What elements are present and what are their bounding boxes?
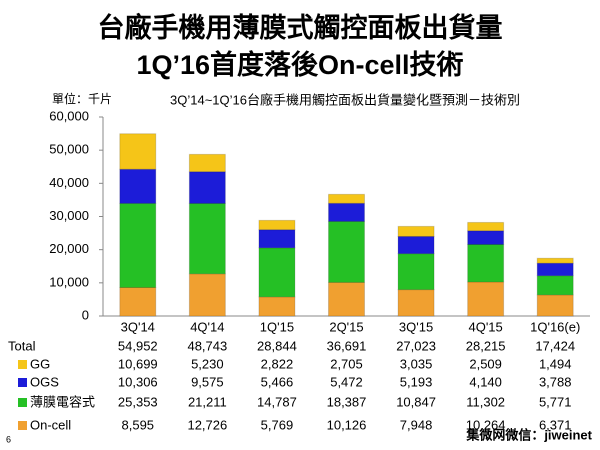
bar-segment — [397, 225, 435, 237]
total-value: 28,844 — [257, 338, 297, 353]
bar-segment — [119, 286, 157, 317]
total-value: 36,691 — [327, 338, 367, 353]
total-value: 27,023 — [396, 338, 436, 353]
table-value: 8,595 — [122, 417, 155, 432]
table-value: 4,140 — [469, 374, 502, 389]
bar-segment — [258, 229, 296, 249]
bar-segment — [397, 253, 435, 291]
table-value: 5,771 — [539, 394, 572, 409]
table-value: 10,847 — [396, 394, 436, 409]
bar-segment — [188, 171, 226, 204]
total-label: Total — [8, 338, 36, 353]
legend-swatch — [18, 360, 27, 369]
table-value: 10,699 — [118, 356, 158, 371]
bar-segment — [258, 219, 296, 231]
bar-segment — [536, 262, 574, 277]
bar-segment — [328, 202, 365, 222]
bar-segment — [536, 294, 574, 317]
table-value: 14,787 — [257, 394, 297, 409]
x-tick-label: 1Q'15 — [260, 319, 294, 334]
bar-segment — [119, 168, 157, 204]
table-value: 18,387 — [327, 394, 367, 409]
legend-label: GG — [30, 356, 50, 371]
bar-segment — [258, 247, 296, 298]
total-value: 28,215 — [466, 338, 506, 353]
table-value: 12,726 — [187, 417, 227, 432]
total-value: 48,743 — [187, 338, 227, 353]
bar-segment — [397, 289, 435, 317]
bar-segment — [258, 296, 296, 317]
legend-swatch — [18, 378, 27, 387]
bar-segment — [467, 230, 505, 245]
table-value: 7,948 — [400, 417, 433, 432]
y-tick-label: 20,000 — [49, 241, 89, 256]
bar-segment — [328, 193, 365, 204]
table-value: 5,193 — [400, 374, 433, 389]
bar-segment — [467, 221, 505, 232]
bar-segment — [397, 235, 435, 255]
y-tick-label: 40,000 — [49, 175, 89, 190]
x-tick-label: 3Q'14 — [121, 319, 155, 334]
bar-segment — [328, 281, 365, 317]
unit-label: 單位：千片 — [52, 91, 112, 106]
chart-subtitle: 1Q’16首度落後On-cell技術 — [136, 49, 463, 80]
table-value: 11,302 — [466, 394, 505, 409]
table-value: 5,472 — [330, 374, 363, 389]
plot-title: 3Q’14~1Q’16台廠手機用觸控面板出貨量變化暨預測－技術別 — [170, 92, 520, 107]
bar-segment — [188, 202, 226, 275]
legend-label: On-cell — [30, 417, 71, 432]
bar-segment — [188, 273, 226, 317]
table-value: 3,788 — [539, 374, 572, 389]
x-tick-label: 1Q'16(e) — [530, 319, 580, 334]
legend-label: 薄膜電容式 — [30, 394, 95, 409]
table-value: 10,264 — [466, 417, 506, 432]
x-tick-label: 4Q'14 — [190, 319, 224, 334]
table-value: 6,371 — [539, 417, 572, 432]
y-tick-label: 30,000 — [49, 208, 89, 223]
chart-title: 台廠手機用薄膜式觸控面板出貨量 — [98, 12, 503, 43]
bar-segment — [328, 220, 365, 283]
legend-swatch — [18, 398, 27, 407]
bar-segment — [467, 243, 505, 283]
table-value: 21,211 — [188, 394, 227, 409]
footer-text: 集微网微信：jiweinet — [465, 427, 592, 442]
y-tick-label: 10,000 — [49, 274, 89, 289]
bar-segment — [536, 275, 574, 296]
table-value: 1,494 — [539, 356, 572, 371]
total-value: 54,952 — [118, 338, 158, 353]
table-value: 10,126 — [327, 417, 367, 432]
legend-swatch — [18, 421, 27, 430]
table-value: 10,306 — [118, 374, 158, 389]
legend-label: OGS — [30, 374, 59, 389]
bar-segment — [536, 257, 574, 264]
y-tick-label: 50,000 — [49, 142, 89, 157]
table-value: 3,035 — [400, 356, 433, 371]
table-value: 2,822 — [261, 356, 294, 371]
bar-segment — [467, 281, 505, 317]
x-tick-label: 4Q'15 — [468, 319, 502, 334]
y-tick-label: 60,000 — [49, 108, 89, 123]
y-tick-label: 0 — [82, 307, 89, 322]
page-number: 6 — [6, 434, 11, 444]
bar-segment — [119, 133, 157, 170]
table-value: 25,353 — [118, 394, 158, 409]
x-tick-label: 3Q'15 — [399, 319, 433, 334]
bar-segment — [188, 153, 226, 173]
x-tick-label: 2Q'15 — [329, 319, 363, 334]
table-value: 5,466 — [261, 374, 294, 389]
bar-segment — [119, 202, 157, 288]
table-value: 2,705 — [330, 356, 363, 371]
table-value: 9,575 — [191, 374, 224, 389]
total-value: 17,424 — [535, 338, 575, 353]
table-value: 5,230 — [191, 356, 224, 371]
table-value: 5,769 — [261, 417, 294, 432]
table-value: 2,509 — [469, 356, 502, 371]
